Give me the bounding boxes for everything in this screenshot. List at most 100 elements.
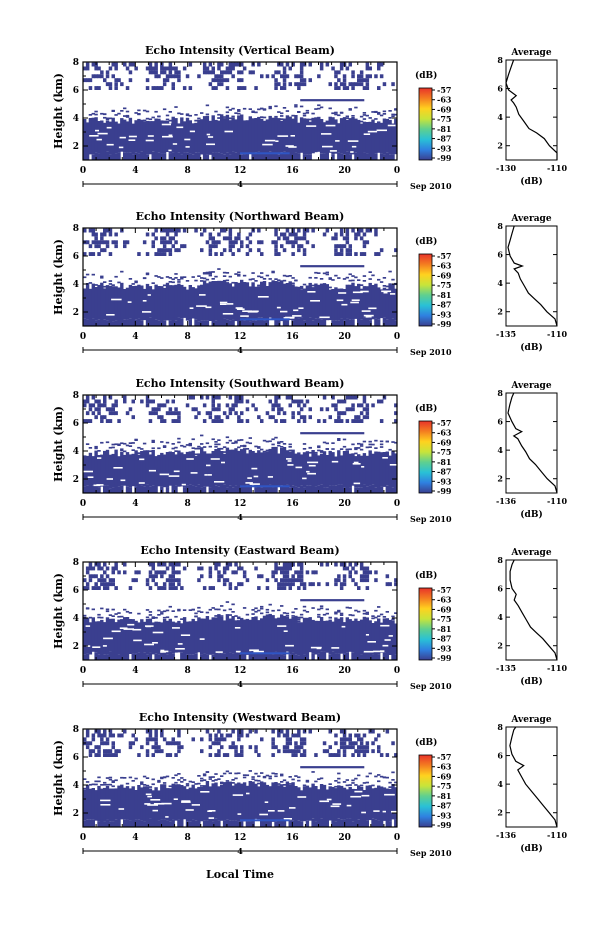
heatmap-cell bbox=[237, 617, 241, 620]
heatmap-cell bbox=[145, 729, 150, 734]
heatmap-cell bbox=[117, 486, 121, 493]
heatmap-cell bbox=[388, 320, 392, 326]
heatmap-cell bbox=[217, 232, 221, 237]
heatmap-cell bbox=[302, 737, 307, 742]
heatmap-cell bbox=[117, 318, 121, 326]
heatmap-cell bbox=[160, 612, 164, 615]
heatmap-cell bbox=[162, 153, 167, 160]
heatmap-cell bbox=[362, 578, 367, 583]
heatmap-cell bbox=[388, 619, 392, 655]
heatmap-cell bbox=[254, 152, 258, 160]
heatmap-cell bbox=[214, 419, 218, 423]
heatmap-cell bbox=[94, 152, 98, 160]
heatmap-cell bbox=[208, 778, 212, 780]
heatmap-cell bbox=[171, 317, 175, 326]
heatmap-cell bbox=[114, 62, 118, 67]
heatmap-cell bbox=[208, 566, 213, 571]
heatmap-cell bbox=[337, 772, 341, 775]
heatmap-cell bbox=[368, 228, 372, 233]
heatmap-cell bbox=[319, 617, 324, 652]
heatmap-cell bbox=[337, 484, 341, 493]
heatmap-cell bbox=[337, 252, 341, 256]
heatmap-gap bbox=[295, 466, 303, 469]
average-x-label: -110 bbox=[547, 496, 567, 506]
y-axis-label: Height (km) bbox=[52, 740, 65, 816]
heatmap-cell bbox=[368, 785, 372, 821]
heatmap-cell bbox=[368, 74, 372, 79]
heatmap-cell bbox=[357, 610, 361, 613]
heatmap-cell bbox=[162, 616, 167, 619]
heatmap-cell bbox=[211, 821, 215, 827]
heatmap-cell bbox=[339, 448, 344, 450]
heatmap-cell bbox=[231, 741, 235, 746]
heatmap-cell bbox=[117, 733, 121, 738]
heatmap-cell bbox=[257, 651, 261, 660]
heatmap-cell bbox=[282, 78, 287, 83]
heatmap-cell bbox=[97, 821, 101, 827]
heatmap-cell bbox=[260, 240, 264, 245]
heatmap-cell bbox=[145, 609, 150, 611]
heatmap-cell bbox=[354, 749, 358, 754]
heatmap-cell bbox=[274, 562, 278, 567]
heatmap-cell bbox=[222, 118, 227, 155]
heatmap-cell bbox=[237, 439, 241, 442]
heatmap-cell bbox=[165, 753, 170, 757]
heatmap-cell bbox=[337, 450, 341, 485]
heatmap-cell bbox=[311, 818, 315, 827]
heatmap-cell bbox=[231, 281, 235, 284]
heatmap-cell bbox=[120, 118, 124, 152]
heatmap-cell bbox=[379, 248, 384, 253]
heatmap-cell bbox=[339, 288, 344, 319]
heatmap-cell bbox=[234, 236, 238, 241]
heatmap-cell bbox=[194, 487, 198, 493]
heatmap-gap bbox=[221, 461, 225, 464]
heatmap-cell bbox=[97, 733, 101, 738]
date-label: Sep 2010 bbox=[410, 347, 452, 357]
heatmap-cell bbox=[337, 439, 341, 441]
heatmap-cell bbox=[157, 152, 161, 160]
heatmap-cell bbox=[220, 419, 224, 423]
heatmap-cell bbox=[108, 407, 113, 412]
heatmap-cell bbox=[134, 777, 138, 780]
heatmap-cell bbox=[91, 395, 96, 400]
heatmap-cell bbox=[317, 819, 321, 827]
heatmap-cell bbox=[288, 281, 292, 320]
heatmap-cell bbox=[280, 614, 284, 655]
heatmap-cell bbox=[191, 395, 195, 400]
colorbar-label: -87 bbox=[437, 634, 451, 644]
heatmap-cell bbox=[145, 117, 150, 120]
heatmap-cell bbox=[348, 818, 352, 827]
heatmap-cell bbox=[274, 78, 278, 83]
colorbar-label: -81 bbox=[437, 791, 451, 801]
heatmap-cell bbox=[314, 780, 318, 783]
heatmap-cell bbox=[91, 252, 96, 256]
colorbar-label: -63 bbox=[437, 261, 452, 271]
heatmap-cell bbox=[257, 116, 261, 152]
heatmap-cell bbox=[345, 86, 350, 90]
heatmap-cell bbox=[211, 281, 215, 320]
heatmap-cell bbox=[94, 66, 98, 71]
heatmap-cell bbox=[260, 448, 264, 451]
heatmap-cell bbox=[357, 737, 361, 742]
heatmap-cell bbox=[200, 248, 204, 253]
heatmap-cell bbox=[342, 741, 347, 746]
heatmap-cell bbox=[368, 772, 372, 775]
heatmap-cell bbox=[357, 447, 361, 449]
heatmap-cell bbox=[282, 248, 287, 253]
heatmap-cell bbox=[225, 152, 230, 160]
heatmap-cell bbox=[231, 407, 235, 412]
heatmap-cell bbox=[345, 448, 349, 451]
heatmap-cell bbox=[91, 228, 96, 233]
heatmap-cell bbox=[257, 62, 261, 67]
heatmap-cell bbox=[228, 772, 232, 775]
heatmap-gap bbox=[210, 458, 220, 460]
heatmap-cell bbox=[194, 653, 198, 660]
heatmap-cell bbox=[202, 320, 207, 326]
heatmap-cell bbox=[128, 745, 133, 750]
heatmap-cell bbox=[197, 445, 201, 448]
heatmap-cell bbox=[297, 236, 301, 241]
heatmap-cell bbox=[131, 442, 135, 444]
heatmap-cell bbox=[151, 70, 155, 75]
heatmap-cell bbox=[282, 745, 287, 750]
heatmap-cell bbox=[220, 653, 224, 660]
